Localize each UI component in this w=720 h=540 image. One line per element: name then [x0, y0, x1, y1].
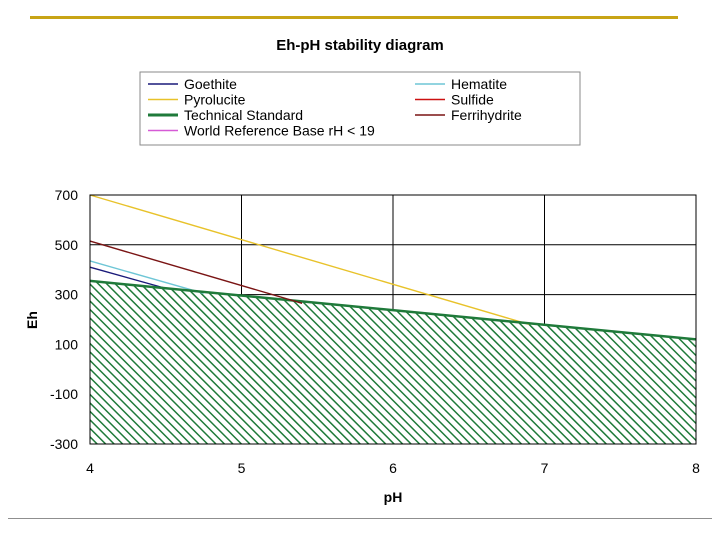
chart-title: Eh-pH stability diagram — [276, 37, 444, 54]
legend-label: Hematite — [451, 76, 507, 92]
x-tick-label: 7 — [541, 460, 549, 476]
legend-label: Technical Standard — [184, 107, 303, 123]
y-tick-label: -100 — [50, 386, 78, 402]
legend-label: World Reference Base rH < 19 — [184, 123, 375, 139]
bottom-rule — [8, 518, 712, 519]
hatch-area — [90, 280, 696, 444]
series-line-technical-standard — [89, 279, 697, 341]
x-tick-label: 5 — [238, 460, 246, 476]
legend-label: Ferrihydrite — [451, 107, 522, 123]
y-tick-label: -300 — [50, 436, 78, 452]
x-tick-labels: 4 5 6 7 8 — [86, 460, 700, 476]
top-rule — [30, 16, 678, 19]
series-line-pyrolucite — [89, 194, 530, 326]
legend-box — [139, 71, 581, 146]
y-axis-label: Eh — [24, 311, 40, 329]
series-line-goethite — [89, 266, 166, 290]
y-tick-label: 300 — [55, 287, 79, 303]
y-tick-labels: 700 500 300 100 -100 -300 — [50, 187, 78, 452]
legend-label: Pyrolucite — [184, 92, 246, 108]
y-tick-label: 500 — [55, 237, 79, 253]
legend: Goethite Hematite Pyrolucite Sulfide Technic… — [148, 76, 522, 139]
x-tick-label: 4 — [86, 460, 94, 476]
legend-label: Sulfide — [451, 92, 494, 108]
shaded-region — [90, 280, 696, 444]
legend-label: Goethite — [184, 76, 237, 92]
x-tick-label: 6 — [389, 460, 397, 476]
y-tick-label: 700 — [55, 187, 79, 203]
series-line-ferrihydrite — [89, 240, 303, 304]
plot-frame — [89, 194, 697, 445]
y-tick-label: 100 — [55, 336, 79, 352]
x-axis-label: pH — [384, 489, 403, 505]
x-tick-label: 8 — [692, 460, 700, 476]
series-line-hematite — [89, 260, 204, 295]
series-lines — [89, 194, 697, 341]
